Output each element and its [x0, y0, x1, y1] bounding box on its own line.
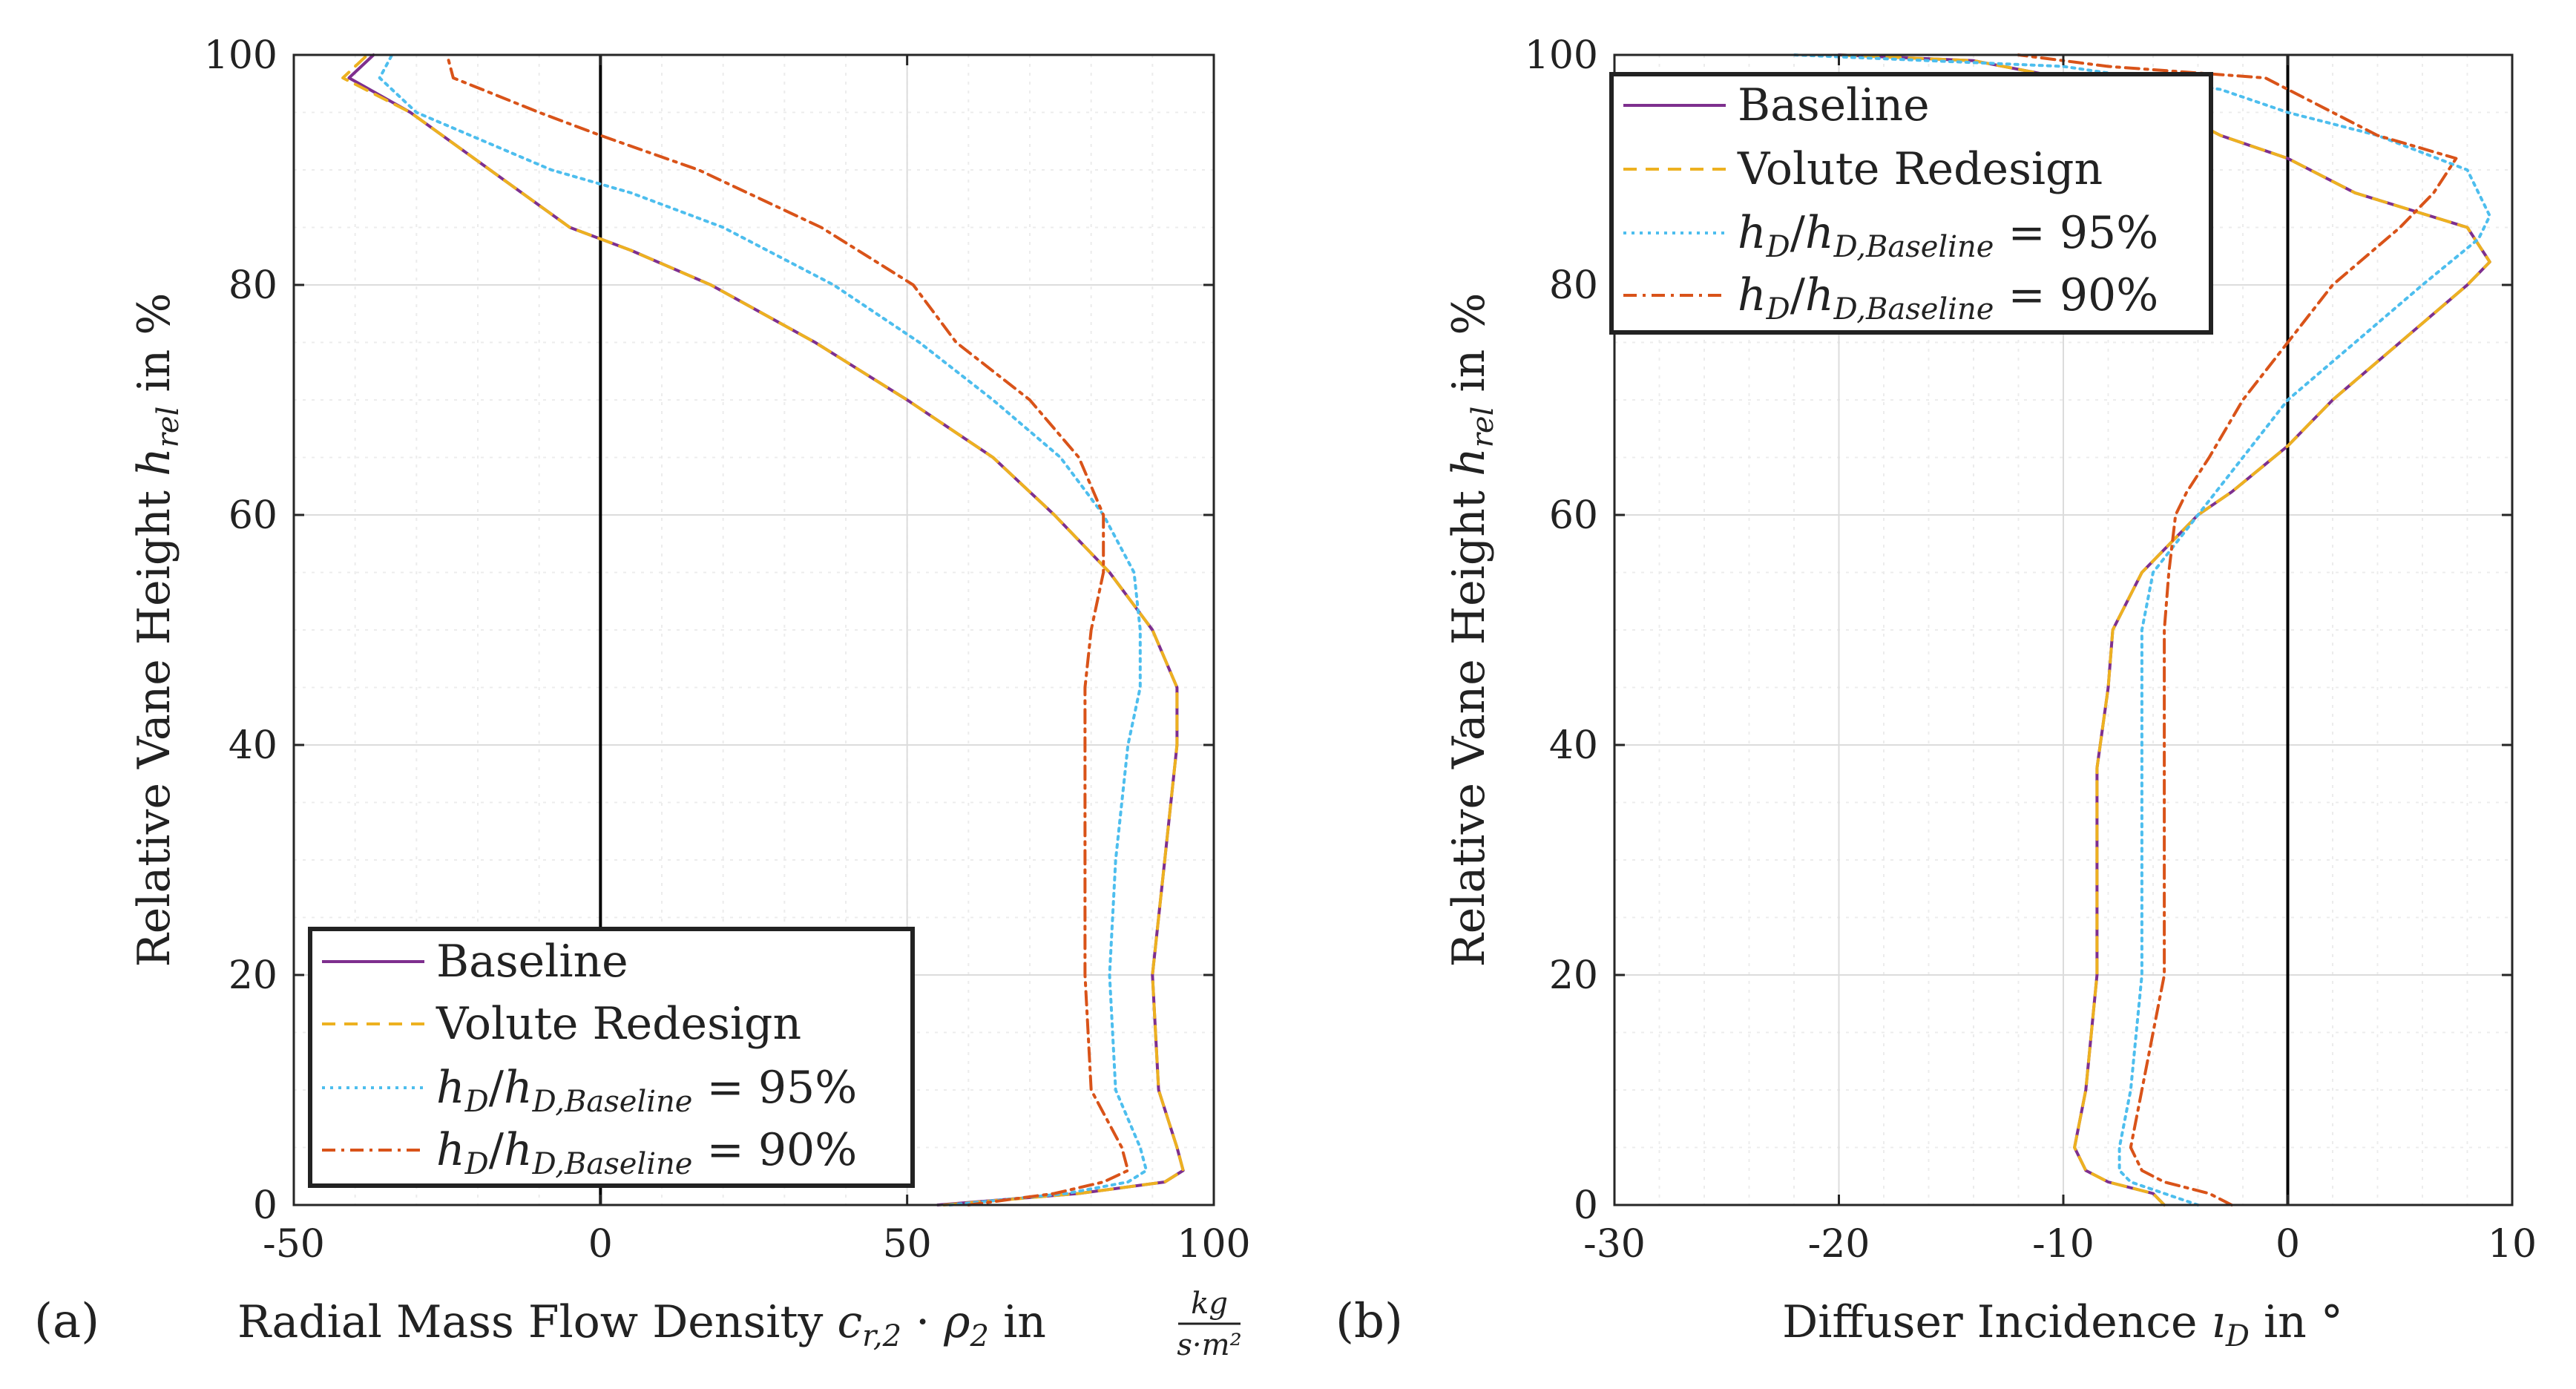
panel-a-legend-label-h90: hD/hD,Baseline = 90% [436, 1124, 857, 1181]
y-tick-label: 100 [204, 33, 277, 78]
panel-a-xlabel-in: in [1003, 1296, 1046, 1348]
y-tick-label: 80 [1549, 263, 1598, 308]
series-line-volute [1837, 53, 2491, 1206]
x-tick-label: -30 [1583, 1222, 1646, 1267]
panel-b-xlabel-var-sub: D [2225, 1319, 2250, 1353]
y-tick-label: 20 [229, 953, 277, 998]
series-line-volute [341, 53, 1185, 1206]
panel-a-label: (a) [34, 1294, 99, 1349]
x-tick-label: 100 [1177, 1222, 1250, 1267]
y-tick-label: 20 [1549, 953, 1598, 998]
panel-a-ylabel-sub: rel [151, 407, 185, 448]
panel-a-x-axis-label: Radial Mass Flow Density cr,2 · ρ2 in [237, 1296, 1046, 1353]
panel-b-xlabel-unit: in ° [2264, 1296, 2343, 1348]
panel-a-legend: Baseline Volute Redesign hD/hD,Baseline … [308, 927, 915, 1188]
x-tick-label: 50 [883, 1222, 932, 1267]
series-line-h90 [445, 53, 1130, 1206]
panel-b-ylabel-unit: in % [1443, 293, 1495, 393]
y-tick-label: 100 [1525, 33, 1598, 78]
y-tick-label: 40 [229, 723, 277, 768]
panel-b-legend: Baseline Volute Redesign hD/hD,Baseline … [1609, 72, 2213, 335]
panel-a-unit-denominator: s·m² [1177, 1328, 1241, 1362]
panel-a-xlabel-rho: ρ [943, 1296, 970, 1348]
panel-b-y-axis-label: Relative Vane Height hrel in % [1443, 293, 1500, 968]
panel-b-legend-label-volute: Volute Redesign [1737, 143, 2103, 195]
x-tick-label: 0 [588, 1222, 613, 1267]
panel-a-xlabel-rho-sub: 2 [970, 1319, 989, 1353]
panel-a-legend-box [308, 927, 915, 1188]
panel-b-x-axis-label: Diffuser Incidence ıD in ° [1782, 1296, 2343, 1353]
x-tick-label: 0 [2276, 1222, 2300, 1267]
panel-a-xlabel-var: c [838, 1296, 863, 1348]
y-tick-label: 40 [1549, 723, 1598, 768]
x-tick-label: -20 [1808, 1222, 1870, 1267]
panel-a-minor-grid [293, 54, 1215, 1206]
panel-b-legend-box [1609, 72, 2213, 335]
y-tick-label: 60 [229, 493, 277, 538]
panel-a-legend-label-baseline: Baseline [436, 936, 628, 988]
panel-b-ylabel-var: h [1443, 447, 1495, 476]
panel-a-legend-label-h95: hD/hD,Baseline = 95% [436, 1062, 857, 1119]
y-tick-label: 80 [229, 263, 277, 308]
y-tick-label: 0 [253, 1183, 277, 1228]
panel-a-unit-numerator: kg [1191, 1287, 1228, 1321]
panel-a-legend-label-volute: Volute Redesign [436, 998, 801, 1050]
panel-b-legend-label-baseline: Baseline [1738, 79, 1930, 131]
y-tick-label: 0 [1574, 1183, 1598, 1228]
panel-a-ticks [292, 53, 1215, 1206]
panel-a-ylabel-unit: in % [128, 293, 180, 393]
panel-b-legend-label-h95: hD/hD,Baseline = 95% [1738, 207, 2158, 264]
panel-a-ylabel-var: h [128, 447, 180, 476]
panel-a-series-group [341, 53, 1185, 1206]
series-line-h90 [2017, 53, 2458, 1206]
panel-b-series-group [1793, 53, 2491, 1206]
panel-a-y-axis-label: Relative Vane Height hrel in % [128, 293, 185, 968]
x-tick-label: 10 [2488, 1222, 2537, 1267]
panel-b-label: (b) [1335, 1294, 1403, 1349]
panel-a-axes-box [292, 53, 1215, 1206]
panel-b-ylabel-text: Relative Vane Height [1443, 490, 1495, 967]
panel-a-xlabel-text: Radial Mass Flow Density [237, 1296, 824, 1348]
panel-b-ticks [1613, 53, 2514, 1206]
y-tick-label: 60 [1549, 493, 1598, 538]
panel-a-ylabel-text: Relative Vane Height [128, 490, 180, 967]
panel-b-legend-label-h90: hD/hD,Baseline = 90% [1738, 269, 2158, 326]
panel-b-xlabel-var: ı [2212, 1296, 2226, 1348]
series-line-h95 [378, 53, 1149, 1206]
panel-b-xlabel-text: Diffuser Incidence [1782, 1296, 2197, 1348]
panel-a-xlabel-var-sub: r,2 [862, 1319, 901, 1353]
x-tick-label: -50 [263, 1222, 325, 1267]
x-tick-label: -10 [2032, 1222, 2094, 1267]
panel-b-ylabel-sub: rel [1466, 407, 1500, 448]
panel-a-xlabel-dot: · [916, 1296, 930, 1348]
